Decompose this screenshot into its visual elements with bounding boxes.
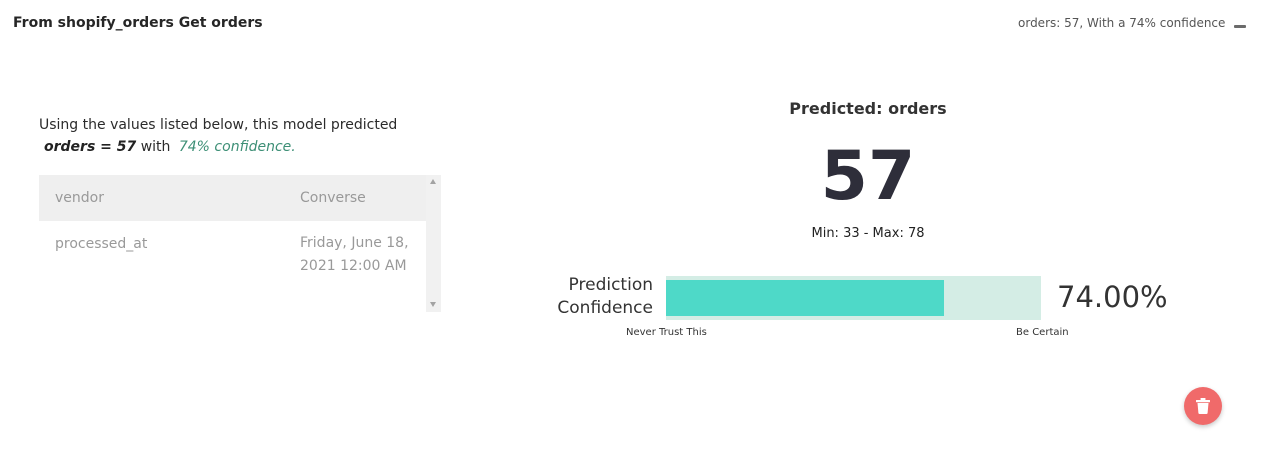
input-key: processed_at — [39, 236, 300, 252]
confidence-bar-fill — [666, 280, 944, 316]
delete-button[interactable] — [1184, 387, 1222, 425]
confidence-text: 74% confidence. — [179, 139, 296, 155]
card-title: From shopify_orders Get orders — [13, 15, 263, 31]
trash-icon — [1196, 398, 1210, 414]
prediction-range: Min: 33 - Max: 78 — [768, 226, 968, 241]
confidence-scale-min: Never Trust This — [626, 327, 707, 338]
input-value: Friday, June 18, 2021 12:00 AM — [300, 232, 426, 278]
scroll-up-icon[interactable] — [430, 179, 436, 184]
confidence-percent: 74.00% — [1057, 280, 1168, 314]
scroll-down-icon[interactable] — [430, 302, 436, 307]
table-row: vendor Converse — [39, 175, 426, 221]
confidence-bar — [666, 276, 1041, 320]
table-row: processed_at Friday, June 18, 2021 12:00… — [39, 221, 426, 312]
input-key: vendor — [39, 190, 300, 206]
input-value: Converse — [300, 190, 426, 206]
inputs-table[interactable]: vendor Converse processed_at Friday, Jun… — [39, 175, 441, 312]
prediction-summary: orders: 57, With a 74% confidence — [1018, 16, 1225, 30]
prediction-title: Predicted: orders — [768, 99, 968, 118]
table-scrollbar[interactable] — [426, 175, 441, 312]
with-text: with — [141, 139, 171, 155]
explanation-intro: Using the values listed below, this mode… — [39, 117, 397, 133]
predicted-expression: orders = 57 — [44, 139, 136, 155]
explanation-result: orders = 57 with 74% confidence. — [44, 139, 296, 155]
minus-icon[interactable] — [1234, 25, 1246, 28]
confidence-label: Prediction Confidence — [545, 274, 653, 320]
confidence-scale-max: Be Certain — [1016, 327, 1069, 338]
prediction-value: 57 — [768, 136, 968, 218]
